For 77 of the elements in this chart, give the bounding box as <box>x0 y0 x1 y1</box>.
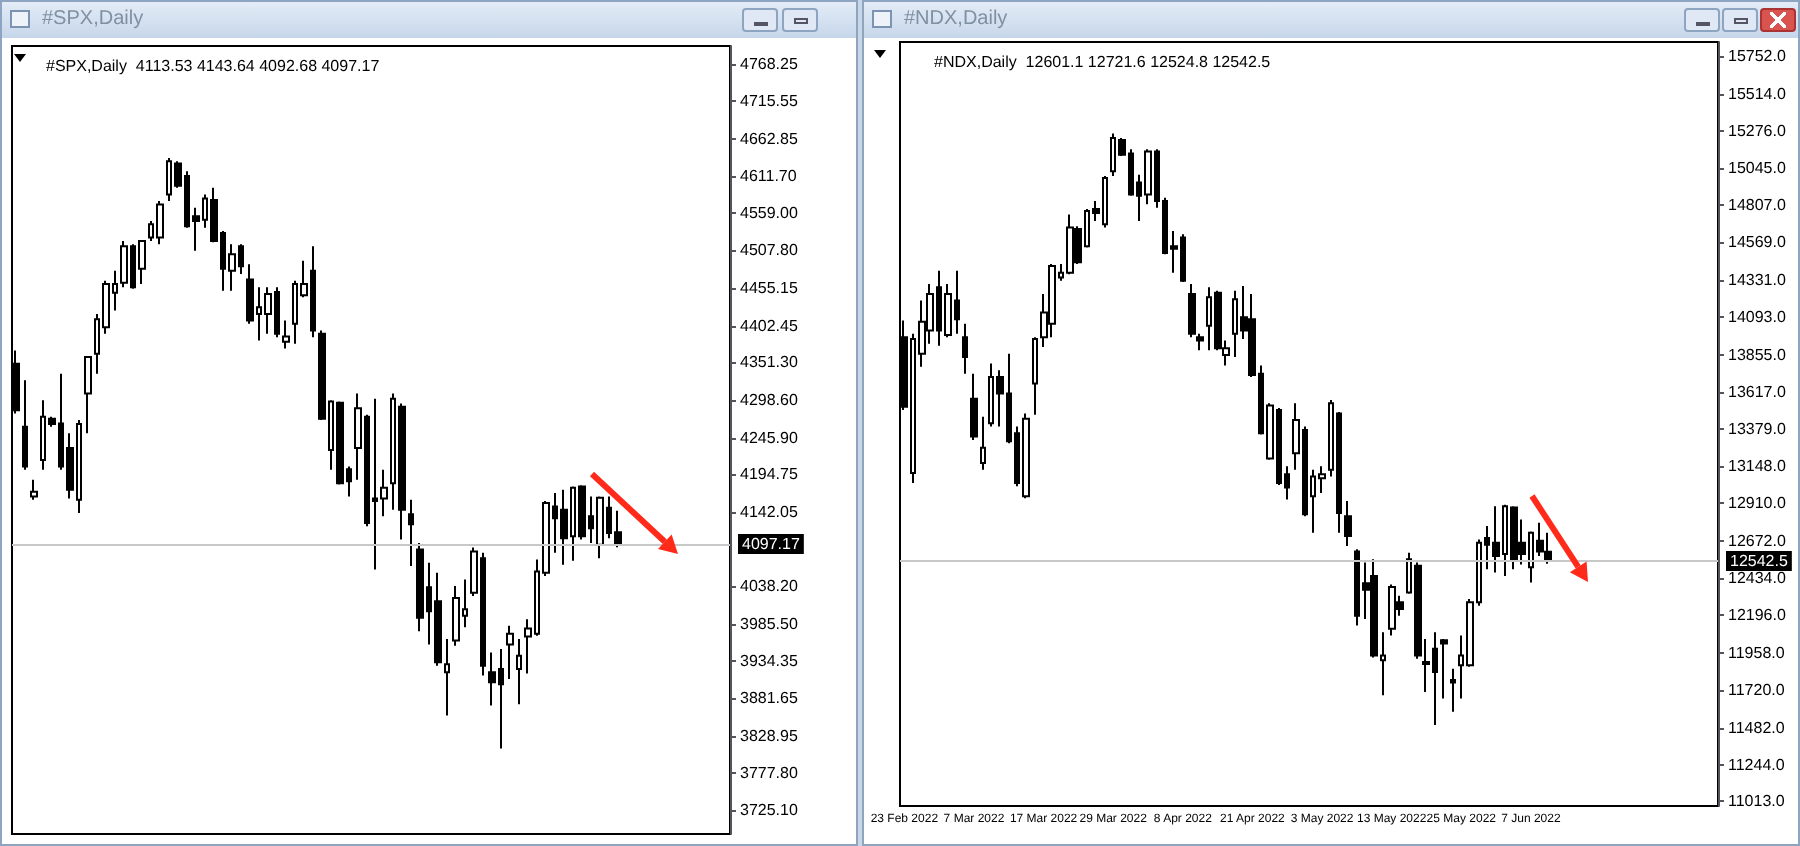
y-tick-label: 4455.15 <box>740 278 799 297</box>
chart-title: #NDX,Daily <box>904 6 1008 34</box>
y-tick-label: 4611.70 <box>740 166 798 185</box>
y-tick-label: 15276.0 <box>1728 122 1787 141</box>
y-tick-label: 3985.50 <box>740 614 799 633</box>
candlestick <box>264 286 272 335</box>
candlestick <box>1544 531 1552 565</box>
y-tick-label: 14331.0 <box>1728 270 1787 289</box>
y-tick-label: 3934.35 <box>740 651 799 670</box>
y-tick-label: 4715.55 <box>740 92 799 111</box>
text: #SPX,Daily 4113.53 4143.64 4092.68 4097.17 <box>46 57 381 75</box>
y-tick-label: 12196.0 <box>1728 606 1787 625</box>
y-tick-label: 12910.0 <box>1728 494 1787 513</box>
candlestick <box>452 585 460 647</box>
y-tick-label: 11958.0 <box>1728 643 1786 662</box>
candlestick <box>1450 667 1456 713</box>
y-tick-label: 15752.0 <box>1728 47 1787 66</box>
candlestick <box>444 638 450 717</box>
candlestick <box>1032 336 1038 416</box>
y-tick-label: 3777.80 <box>740 763 799 782</box>
y-tick-label: 15045.0 <box>1728 158 1787 177</box>
candlestick <box>138 239 146 286</box>
candlestick <box>30 478 38 501</box>
candlestick <box>506 624 514 680</box>
candlestick <box>408 498 414 568</box>
candlestick <box>282 319 290 350</box>
y-tick-label: 12672.0 <box>1728 531 1787 550</box>
candlestick <box>398 402 406 541</box>
y-tick-label: 11244.0 <box>1728 755 1786 774</box>
y-tick-label: 13148.0 <box>1728 456 1787 475</box>
candlestick <box>1344 499 1352 548</box>
y-tick-label: 4507.80 <box>740 241 799 260</box>
y-tick-label: 4194.75 <box>740 465 799 484</box>
y-tick-label: 3725.10 <box>740 801 799 820</box>
chart-title: #SPX,Daily <box>42 6 144 34</box>
y-tick-label: 11013.0 <box>1728 792 1786 811</box>
y-tick-label: 15514.0 <box>1728 84 1787 103</box>
candlestick <box>22 379 28 471</box>
candlestick <box>560 488 568 566</box>
candlestick <box>980 415 986 471</box>
text: #NDX,Daily 12601.1 12721.6 12524.8 12542.5 <box>934 53 1272 71</box>
candlestick <box>1388 583 1396 637</box>
candlestick <box>1022 412 1030 500</box>
candlestick <box>1510 505 1518 571</box>
y-tick-label: 4351.30 <box>740 353 799 372</box>
candlestick <box>434 571 442 667</box>
candlestick <box>970 372 978 441</box>
ref-line-label: 12542.5 <box>1730 551 1789 570</box>
y-tick-label: 3828.95 <box>740 726 799 745</box>
candlestick <box>84 356 92 435</box>
y-tick-label: 4662.85 <box>740 130 799 149</box>
y-tick-label: 11482.0 <box>1728 718 1786 737</box>
y-tick-label: 14569.0 <box>1728 233 1787 252</box>
y-tick-label: 14807.0 <box>1728 195 1787 214</box>
y-tick-label: 4142.05 <box>740 502 799 521</box>
candlestick <box>596 495 604 560</box>
y-tick-label: 12434.0 <box>1728 568 1787 587</box>
candlestick <box>516 638 522 706</box>
y-tick-label: 13855.0 <box>1728 345 1787 364</box>
y-tick-label: 3881.65 <box>740 689 799 708</box>
y-tick-label: 4038.20 <box>740 577 799 596</box>
candlestick <box>962 322 968 375</box>
y-tick-label: 11720.0 <box>1728 681 1786 700</box>
y-tick-label: 4768.25 <box>740 54 799 73</box>
y-tick-label: 4402.45 <box>740 316 799 335</box>
y-tick-label: 4559.00 <box>740 204 799 223</box>
y-tick-label: 13379.0 <box>1728 420 1787 439</box>
y-tick-label: 4245.90 <box>740 428 799 447</box>
candlestick <box>1066 213 1074 276</box>
candlestick <box>1048 263 1056 339</box>
ref-line-label: 4097.17 <box>742 535 801 554</box>
candlestick <box>1492 505 1500 574</box>
y-tick-label: 13617.0 <box>1728 383 1787 402</box>
candlestick <box>156 200 164 246</box>
y-tick-label: 14093.0 <box>1728 308 1787 327</box>
y-tick-label: 4298.60 <box>740 390 799 409</box>
candlestick <box>1440 637 1448 700</box>
